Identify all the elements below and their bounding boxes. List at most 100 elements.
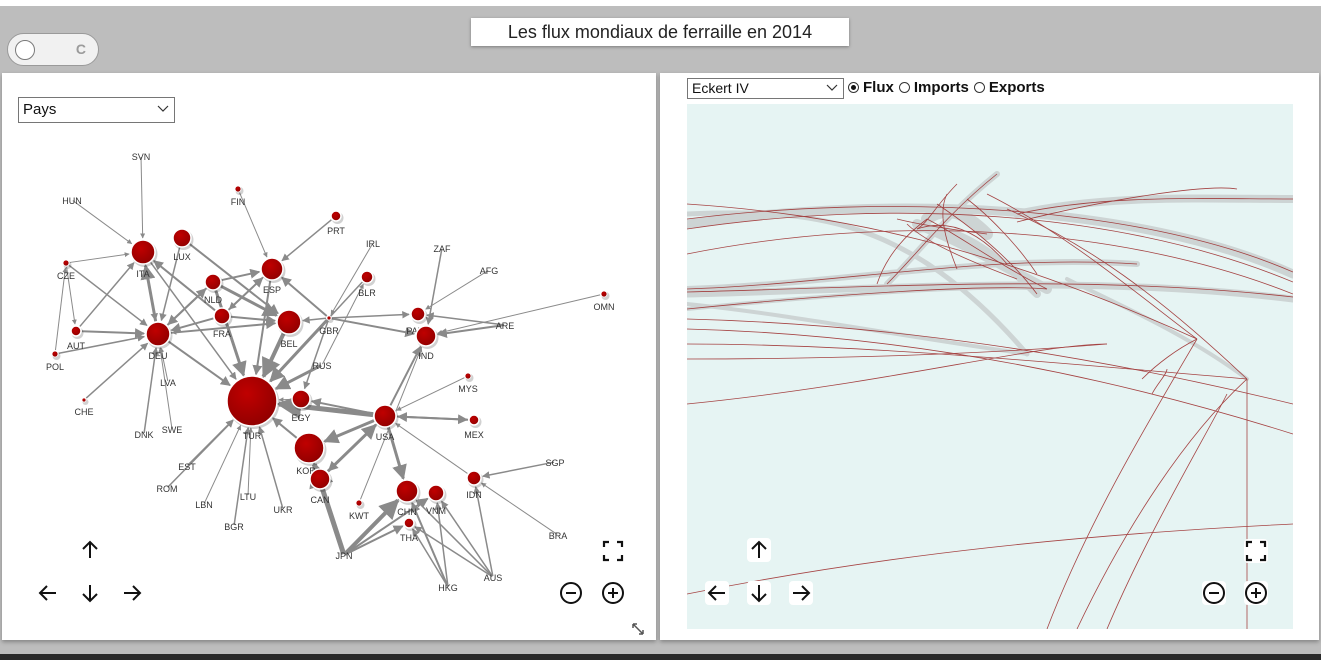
theme-toggle[interactable]: C [7, 33, 99, 66]
graph-node-circle[interactable] [403, 517, 415, 529]
radio-imports[interactable] [898, 82, 910, 93]
graph-node-circle[interactable] [395, 479, 419, 503]
graph-node-IRL[interactable]: IRL [366, 239, 380, 249]
graph-node-THA[interactable]: THA [400, 517, 418, 543]
graph-node-POL[interactable]: POL [46, 350, 64, 372]
map-pan-right-button[interactable] [789, 581, 813, 605]
graph-node-DEU[interactable]: DEU [145, 321, 173, 361]
graph-node-ARE[interactable]: ARE [496, 321, 515, 331]
projection-select[interactable]: Eckert IV [687, 78, 844, 99]
map-pan-down-button[interactable] [747, 581, 771, 605]
graph-node-circle[interactable] [464, 372, 472, 380]
graph-node-BGR[interactable]: BGR [224, 522, 244, 532]
radio-exports-label[interactable]: Exports [988, 79, 1045, 96]
graph-node-circle[interactable] [373, 404, 397, 428]
graph-node-circle[interactable] [466, 470, 482, 486]
graph-node-IND[interactable]: IND [415, 325, 439, 361]
graph-node-circle[interactable] [468, 414, 480, 426]
graph-node-SWE[interactable]: SWE [162, 425, 183, 435]
graph-node-UKR[interactable]: UKR [273, 505, 293, 515]
pan-right-button[interactable] [120, 581, 144, 605]
graph-node-AFG[interactable]: AFG [480, 266, 499, 276]
graph-node-EST[interactable]: EST [178, 462, 196, 472]
map-pan-left-button[interactable] [705, 581, 729, 605]
graph-node-HKG[interactable]: HKG [438, 583, 458, 593]
graph-node-circle[interactable] [130, 239, 156, 265]
pan-down-button[interactable] [78, 581, 102, 605]
graph-node-ROM[interactable]: ROM [157, 484, 178, 494]
resize-icon[interactable] [631, 622, 645, 636]
graph-node-circle[interactable] [62, 259, 70, 267]
graph-node-DNK[interactable]: DNK [134, 430, 153, 440]
graph-node-LTU[interactable]: LTU [240, 492, 256, 502]
graph-node-MEX[interactable]: MEX [464, 414, 484, 440]
graph-node-EGY[interactable]: EGY [291, 389, 313, 423]
graph-node-LVA[interactable]: LVA [160, 378, 176, 388]
radio-flux[interactable] [848, 82, 859, 93]
radio-imports-label[interactable]: Imports [913, 79, 969, 96]
graph-node-circle[interactable] [410, 306, 426, 322]
graph-node-KOR[interactable]: KOR [293, 432, 327, 476]
graph-node-FRA[interactable]: FRA [213, 307, 233, 339]
toggle-knob[interactable] [15, 40, 35, 60]
graph-node-LUX[interactable]: LUX [172, 228, 194, 262]
graph-node-PAK[interactable]: PAK [406, 306, 428, 336]
radio-flux-label[interactable]: Flux [863, 79, 894, 96]
graph-node-circle[interactable] [355, 499, 363, 507]
map-zoom-in-button[interactable] [1244, 581, 1268, 605]
fullscreen-button[interactable] [601, 539, 625, 563]
graph-node-BLR[interactable]: BLR [358, 270, 376, 298]
map-fullscreen-button[interactable] [1244, 539, 1268, 563]
graph-node-BEL[interactable]: BEL [276, 309, 304, 349]
graph-node-JPN[interactable]: JPN [335, 551, 352, 561]
graph-node-circle[interactable] [276, 309, 302, 335]
graph-node-circle[interactable] [226, 375, 278, 427]
graph-node-circle[interactable] [326, 315, 332, 321]
graph-node-CHE[interactable]: CHE [74, 397, 94, 417]
graph-node-BRA[interactable]: BRA [549, 531, 568, 541]
graph-node-PRT[interactable]: PRT [327, 210, 345, 236]
graph-node-circle[interactable] [427, 484, 445, 502]
graph-node-circle[interactable] [51, 350, 59, 358]
graph-node-CZE[interactable]: CZE [57, 259, 75, 281]
graph-node-circle[interactable] [600, 290, 608, 298]
network-graph[interactable]: SVN HUN FIN PRT IRL ZAF AFG CZE ITA LUX NLD ESP BLR O… [2, 73, 656, 640]
graph-node-HUN[interactable]: HUN [62, 196, 82, 206]
radio-exports[interactable] [973, 82, 985, 93]
graph-node-IDN[interactable]: IDN [466, 470, 484, 500]
graph-node-circle[interactable] [293, 432, 325, 464]
graph-node-AUS[interactable]: AUS [484, 573, 503, 583]
graph-node-circle[interactable] [330, 210, 342, 222]
graph-node-circle[interactable] [70, 325, 82, 337]
graph-node-ITA[interactable]: ITA [130, 239, 158, 279]
graph-node-circle[interactable] [213, 307, 231, 325]
graph-node-USA[interactable]: USA [373, 404, 399, 442]
graph-node-FIN[interactable]: FIN [231, 185, 246, 207]
graph-node-OMN[interactable]: OMN [594, 290, 615, 312]
graph-node-TUR[interactable]: TUR [226, 375, 280, 441]
graph-node-CAN[interactable]: CAN [309, 468, 333, 505]
graph-node-circle[interactable] [145, 321, 171, 347]
country-select[interactable]: Pays [18, 97, 175, 123]
zoom-in-button[interactable] [601, 581, 625, 605]
graph-node-SVN[interactable]: SVN [132, 152, 151, 162]
graph-node-KWT[interactable]: KWT [349, 499, 369, 521]
graph-node-ZAF[interactable]: ZAF [434, 244, 452, 254]
graph-node-GBR[interactable]: GBR [319, 315, 339, 336]
graph-node-NLD[interactable]: NLD [204, 273, 224, 305]
zoom-out-button[interactable] [559, 581, 583, 605]
graph-node-circle[interactable] [204, 273, 222, 291]
graph-node-SGP[interactable]: SGP [545, 458, 564, 468]
graph-node-AUT[interactable]: AUT [67, 325, 86, 351]
graph-node-circle[interactable] [291, 389, 311, 409]
pan-left-button[interactable] [36, 581, 60, 605]
graph-node-ESP[interactable]: ESP [260, 257, 286, 295]
graph-node-RUS[interactable]: RUS [312, 361, 331, 371]
graph-node-circle[interactable] [172, 228, 192, 248]
graph-node-circle[interactable] [309, 468, 331, 490]
graph-node-circle[interactable] [360, 270, 374, 284]
map-zoom-out-button[interactable] [1202, 581, 1226, 605]
graph-node-CHN[interactable]: CHN [395, 479, 421, 517]
pan-up-button[interactable] [78, 538, 102, 562]
graph-node-circle[interactable] [81, 397, 87, 403]
